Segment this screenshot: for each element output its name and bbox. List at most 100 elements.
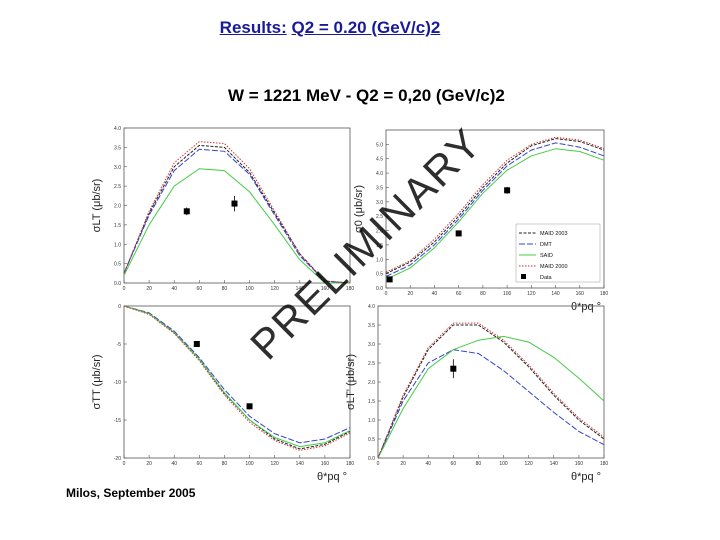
y-tick-label: 3.0	[114, 165, 121, 171]
x-tick-label: 80	[222, 461, 228, 467]
data-point	[231, 200, 238, 207]
series-line-maid-2003	[385, 138, 605, 275]
y-tick-label: 4.0	[114, 126, 121, 132]
x-tick-label: 40	[171, 286, 177, 292]
x-tick-label: 0	[123, 461, 126, 467]
x-tick-label: 160	[321, 461, 330, 467]
plot-frame-bottom-right	[377, 305, 605, 459]
x-tick-label: 0	[377, 461, 380, 467]
x-tick-label: 40	[432, 291, 438, 297]
series-line-dmt	[385, 142, 605, 277]
data-point	[183, 208, 190, 215]
y-tick-label: 0.5	[368, 437, 375, 443]
y-tick-label: 3.5	[368, 323, 375, 329]
y-tick-label: 3.5	[376, 185, 383, 191]
x-tick-label: 120	[270, 286, 279, 292]
series-line-said	[385, 148, 605, 280]
y-tick-label: 0.5	[376, 272, 383, 278]
data-point	[193, 341, 200, 347]
y-tick-label: 5.0	[376, 142, 383, 148]
y-tick-label: 0.0	[368, 456, 375, 462]
legend-label: DMT	[540, 242, 553, 248]
x-tick-label: 60	[197, 461, 203, 467]
x-tick-label: 100	[245, 286, 254, 292]
x-tick-label: 0	[123, 286, 126, 292]
x-tick-label: 160	[575, 461, 584, 467]
x-tick-label: 20	[146, 461, 152, 467]
legend-marker-data	[521, 274, 526, 279]
y-tick-label: 2.5	[114, 184, 121, 190]
legend-box	[515, 223, 601, 283]
series-line-maid-2003	[123, 305, 351, 450]
legend-label: MAID 2003	[540, 231, 568, 237]
y-tick-label: 2.0	[376, 229, 383, 235]
series-line-maid-2000	[123, 305, 351, 451]
y-tick-label: 1.5	[114, 223, 121, 229]
series-line-maid-2000	[123, 141, 351, 284]
x-tick-label: 40	[171, 461, 177, 467]
x-tick-label: 120	[527, 291, 536, 297]
x-tick-label: 20	[400, 461, 406, 467]
y-tick-label: -5	[117, 342, 122, 348]
series-line-dmt	[123, 305, 351, 444]
y-tick-label: 2.5	[368, 361, 375, 367]
y-tick-label: -15	[114, 418, 121, 424]
data-point	[386, 276, 393, 283]
plot-frame-top-right	[385, 129, 605, 289]
series-line-said	[123, 168, 350, 284]
y-tick-label: 3.0	[368, 342, 375, 348]
x-tick-label: 80	[476, 461, 482, 467]
y-tick-label: 1.5	[368, 399, 375, 405]
y-tick-label: 1.5	[376, 243, 383, 249]
footer-text: Milos, September 2005	[66, 486, 196, 500]
y-tick-label: 4.5	[376, 157, 383, 163]
y-tick-label: 2.5	[376, 214, 383, 220]
x-tick-label: 80	[222, 286, 228, 292]
data-point	[455, 230, 462, 237]
y-tick-label: 3.0	[376, 200, 383, 206]
y-tick-label: -20	[114, 456, 121, 462]
x-axis-label: θ*pq °	[571, 301, 601, 313]
data-point	[504, 187, 511, 194]
y-tick-label: 0	[118, 304, 121, 310]
x-tick-label: 60	[451, 461, 457, 467]
y-axis-label: σLT' (μb/sr)	[345, 354, 357, 410]
title-prefix: Results:	[219, 18, 287, 37]
x-tick-label: 100	[245, 461, 254, 467]
x-tick-label: 160	[576, 291, 585, 297]
y-tick-label: 4.0	[368, 304, 375, 310]
data-point	[246, 403, 253, 410]
series-line-maid-2003	[123, 144, 351, 284]
series-line-maid-2000	[385, 136, 605, 273]
x-tick-label: 100	[499, 461, 508, 467]
x-tick-label: 160	[321, 286, 330, 292]
x-axis-label: θ*pq °	[571, 471, 601, 483]
y-axis-label: σTT (μb/sr)	[91, 354, 103, 409]
legend-label: MAID 2000	[540, 264, 568, 270]
x-tick-label: 140	[551, 291, 560, 297]
x-tick-label: 0	[385, 291, 388, 297]
x-tick-label: 80	[480, 291, 486, 297]
x-tick-label: 180	[600, 461, 609, 467]
y-tick-label: 0.0	[376, 286, 383, 292]
x-tick-label: 20	[407, 291, 413, 297]
y-tick-label: 1.0	[114, 242, 121, 248]
y-tick-label: 0.0	[114, 281, 121, 287]
data-point	[450, 365, 457, 372]
x-tick-label: 180	[600, 291, 609, 297]
x-axis-label: θ*pq °	[317, 471, 347, 483]
x-tick-label: 180	[346, 461, 355, 467]
y-tick-label: 1.0	[368, 418, 375, 424]
series-line-said	[123, 305, 351, 448]
y-tick-label: 1.0	[376, 257, 383, 263]
watermark-text: PRELIMINARY	[241, 119, 491, 369]
series-line-said	[377, 335, 605, 459]
legend-label: SAID	[540, 253, 553, 259]
y-tick-label: 2.0	[114, 204, 121, 210]
y-tick-label: 2.0	[368, 380, 375, 386]
y-axis-label: σ0 (μb/sr)	[353, 185, 365, 233]
series-line-maid-2000	[377, 322, 605, 459]
y-tick-label: 4.0	[376, 171, 383, 177]
x-tick-label: 120	[524, 461, 533, 467]
